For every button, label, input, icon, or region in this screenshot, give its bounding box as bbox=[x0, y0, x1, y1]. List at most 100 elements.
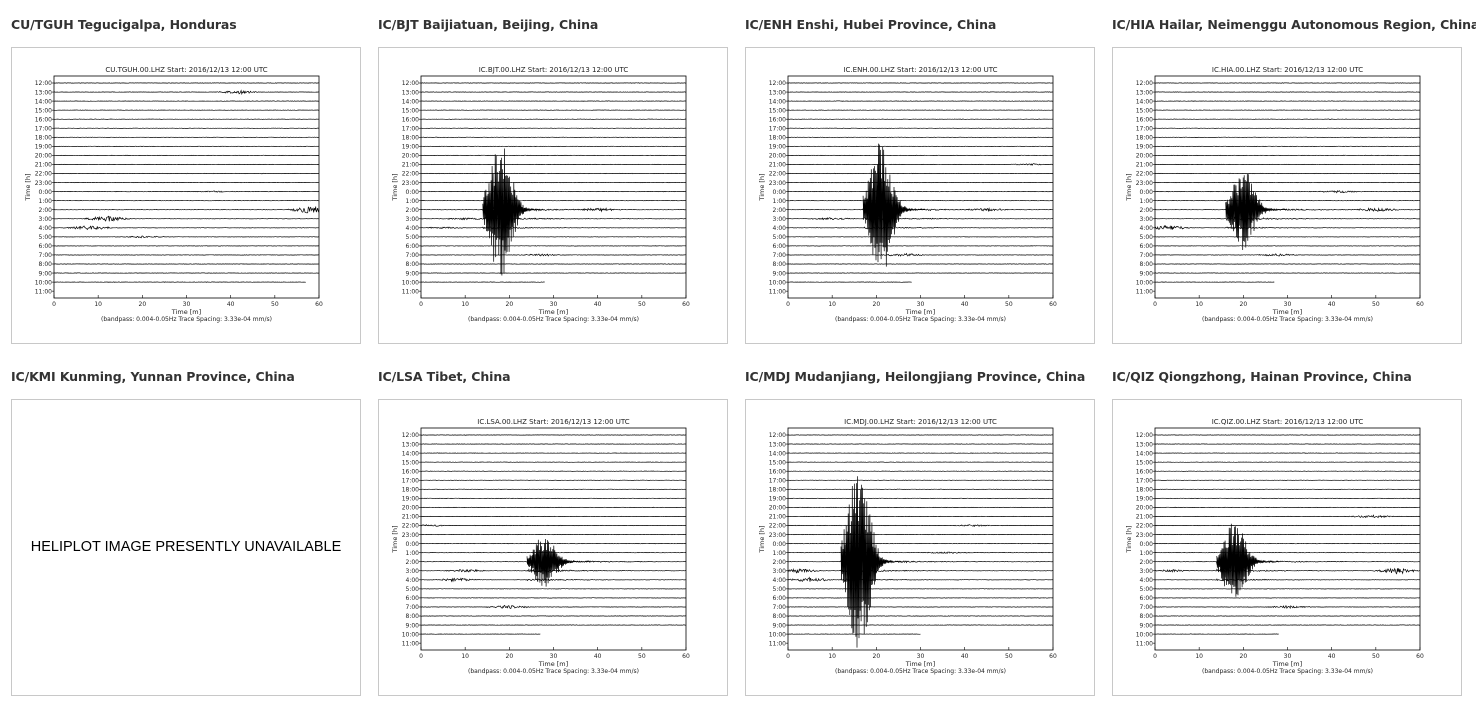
hour-tick-label: 23:00 bbox=[769, 180, 786, 187]
x-tick-label: 40 bbox=[1328, 301, 1336, 308]
trace-line bbox=[1155, 567, 1420, 575]
trace-line bbox=[787, 206, 1054, 213]
x-tick-label: 60 bbox=[315, 301, 323, 308]
plot-title: IC.ENH.00.LHZ Start: 2016/12/13 12:00 UT… bbox=[843, 66, 997, 74]
heliplot-frame[interactable]: IC.ENH.00.LHZ Start: 2016/12/13 12:00 UT… bbox=[745, 47, 1095, 344]
hour-tick-label: 17:00 bbox=[769, 477, 786, 484]
trace-line bbox=[420, 577, 687, 583]
heliplot-frame[interactable]: IC.HIA.00.LHZ Start: 2016/12/13 12:00 UT… bbox=[1112, 47, 1462, 344]
hour-tick-label: 3:00 bbox=[773, 216, 787, 223]
event-trace bbox=[840, 476, 903, 648]
hour-tick-label: 8:00 bbox=[1140, 613, 1154, 620]
hour-tick-label: 20:00 bbox=[769, 153, 786, 160]
hour-tick-label: 23:00 bbox=[35, 180, 52, 187]
heliplot-frame[interactable]: HELIPLOT IMAGE PRESENTLY UNAVAILABLE bbox=[11, 399, 361, 696]
hour-tick-label: 11:00 bbox=[769, 288, 786, 295]
station-title: IC/LSA Tibet, China bbox=[378, 369, 511, 384]
heliplot-chart: IC.QIZ.00.LHZ Start: 2016/12/13 12:00 UT… bbox=[1125, 418, 1424, 675]
plot-footer: (bandpass: 0.004-0.05Hz Trace Spacing: 3… bbox=[1202, 316, 1373, 323]
hour-tick-label: 23:00 bbox=[402, 532, 419, 539]
heliplot-frame[interactable]: IC.LSA.00.LHZ Start: 2016/12/13 12:00 UT… bbox=[378, 399, 728, 696]
heliplot-frame[interactable]: IC.QIZ.00.LHZ Start: 2016/12/13 12:00 UT… bbox=[1112, 399, 1462, 696]
x-tick-label: 10 bbox=[1195, 301, 1203, 308]
y-axis-label: Time [h] bbox=[391, 525, 399, 553]
trace-line bbox=[53, 235, 319, 239]
x-tick-label: 0 bbox=[786, 653, 790, 660]
hour-tick-label: 10:00 bbox=[769, 279, 786, 286]
trace-line bbox=[1154, 224, 1421, 230]
hour-tick-label: 23:00 bbox=[769, 532, 786, 539]
trace-line bbox=[53, 215, 319, 222]
x-tick-label: 50 bbox=[271, 301, 279, 308]
hour-tick-label: 21:00 bbox=[769, 162, 786, 169]
x-tick-label: 10 bbox=[828, 301, 836, 308]
hour-tick-label: 18:00 bbox=[402, 135, 419, 142]
trace-line bbox=[787, 163, 1054, 166]
x-tick-label: 0 bbox=[52, 301, 56, 308]
trace-line bbox=[1154, 253, 1420, 257]
hour-tick-label: 15:00 bbox=[769, 107, 786, 114]
hour-tick-label: 1:00 bbox=[406, 198, 420, 205]
heliplot-frame[interactable]: IC.BJT.00.LHZ Start: 2016/12/13 12:00 UT… bbox=[378, 47, 728, 344]
hour-tick-label: 14:00 bbox=[402, 98, 419, 105]
x-tick-label: 0 bbox=[1153, 301, 1157, 308]
hour-tick-label: 11:00 bbox=[1136, 288, 1153, 295]
hour-tick-label: 17:00 bbox=[1136, 125, 1153, 132]
plot-footer: (bandpass: 0.004-0.05Hz Trace Spacing: 3… bbox=[468, 316, 639, 323]
hour-tick-label: 1:00 bbox=[773, 198, 787, 205]
hour-tick-label: 1:00 bbox=[39, 198, 53, 205]
hour-tick-label: 18:00 bbox=[769, 135, 786, 142]
hour-tick-label: 22:00 bbox=[1136, 523, 1153, 530]
hour-tick-label: 21:00 bbox=[769, 514, 786, 521]
x-tick-label: 0 bbox=[419, 653, 423, 660]
x-tick-label: 60 bbox=[682, 653, 690, 660]
hour-tick-label: 22:00 bbox=[35, 171, 52, 178]
hour-tick-label: 19:00 bbox=[769, 496, 786, 503]
hour-tick-label: 17:00 bbox=[769, 125, 786, 132]
trace-line bbox=[1154, 514, 1421, 519]
hour-tick-label: 11:00 bbox=[769, 640, 786, 647]
hour-tick-label: 5:00 bbox=[39, 234, 53, 241]
hour-tick-label: 19:00 bbox=[1136, 496, 1153, 503]
trace-line bbox=[787, 558, 1054, 565]
hour-tick-label: 1:00 bbox=[1140, 198, 1154, 205]
plot-frame bbox=[420, 427, 687, 651]
hour-tick-label: 8:00 bbox=[1140, 261, 1154, 268]
x-tick-label: 50 bbox=[1372, 653, 1380, 660]
y-axis-label: Time [h] bbox=[1125, 525, 1133, 553]
hour-tick-label: 17:00 bbox=[1136, 477, 1153, 484]
x-tick-label: 60 bbox=[1416, 301, 1424, 308]
trace-line bbox=[420, 253, 686, 257]
hour-tick-label: 11:00 bbox=[35, 288, 52, 295]
hour-tick-label: 14:00 bbox=[769, 98, 786, 105]
hour-tick-label: 22:00 bbox=[769, 171, 786, 178]
plot-title: CU.TGUH.00.LHZ Start: 2016/12/13 12:00 U… bbox=[105, 66, 267, 74]
hour-tick-label: 11:00 bbox=[1136, 640, 1153, 647]
hour-tick-label: 7:00 bbox=[1140, 252, 1154, 259]
station-title: IC/ENH Enshi, Hubei Province, China bbox=[745, 17, 997, 32]
heliplot-chart: IC.ENH.00.LHZ Start: 2016/12/13 12:00 UT… bbox=[758, 66, 1057, 323]
hour-tick-label: 18:00 bbox=[769, 487, 786, 494]
hour-tick-label: 18:00 bbox=[1136, 135, 1153, 142]
hour-tick-label: 6:00 bbox=[773, 595, 787, 602]
hour-tick-label: 15:00 bbox=[769, 459, 786, 466]
trace-line bbox=[420, 226, 687, 230]
heliplot-frame[interactable]: CU.TGUH.00.LHZ Start: 2016/12/13 12:00 U… bbox=[11, 47, 361, 344]
hour-tick-label: 4:00 bbox=[773, 225, 787, 232]
hour-tick-label: 1:00 bbox=[406, 550, 420, 557]
plot-footer: (bandpass: 0.004-0.05Hz Trace Spacing: 3… bbox=[835, 668, 1006, 675]
hour-tick-label: 13:00 bbox=[402, 89, 419, 96]
trace-line bbox=[1154, 190, 1421, 194]
trace-line bbox=[53, 225, 319, 231]
hour-tick-label: 3:00 bbox=[1140, 216, 1154, 223]
unavailable-message: HELIPLOT IMAGE PRESENTLY UNAVAILABLE bbox=[30, 539, 342, 555]
hour-tick-label: 23:00 bbox=[1136, 180, 1153, 187]
plot-title: IC.BJT.00.LHZ Start: 2016/12/13 12:00 UT… bbox=[479, 66, 629, 74]
heliplot-frame[interactable]: IC.MDJ.00.LHZ Start: 2016/12/13 12:00 UT… bbox=[745, 399, 1095, 696]
hour-tick-label: 20:00 bbox=[402, 505, 419, 512]
hour-tick-label: 3:00 bbox=[406, 216, 420, 223]
hour-tick-label: 7:00 bbox=[773, 252, 787, 259]
hour-tick-label: 22:00 bbox=[402, 523, 419, 530]
hour-tick-label: 2:00 bbox=[1140, 207, 1154, 214]
hour-tick-label: 5:00 bbox=[406, 586, 420, 593]
